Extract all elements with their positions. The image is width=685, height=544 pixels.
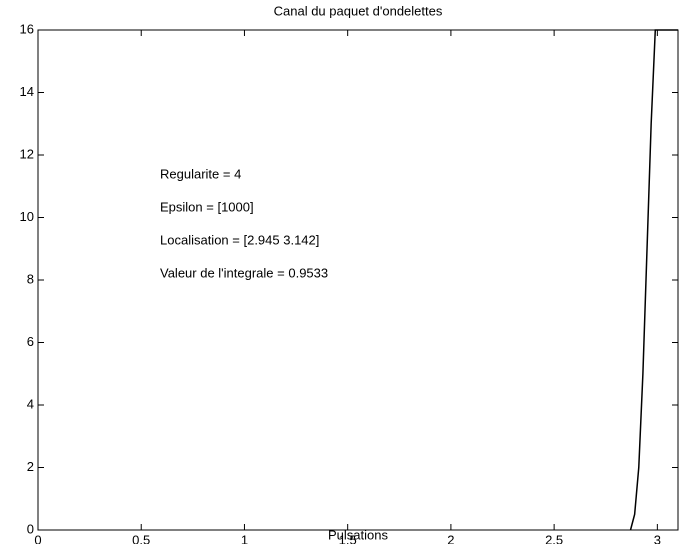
annotation: Valeur de l'integrale = 0.9533	[160, 265, 328, 280]
x-tick-label: 0	[34, 532, 41, 544]
y-tick-label: 14	[20, 84, 34, 99]
y-tick-label: 0	[27, 521, 34, 536]
annotation: Epsilon = [1000]	[160, 199, 254, 214]
y-tick-label: 6	[27, 334, 34, 349]
line-series	[629, 29, 678, 531]
chart-title: Canal du paquet d'ondelettes	[274, 3, 443, 18]
x-tick-label: 2	[447, 532, 454, 544]
annotation: Localisation = [2.945 3.142]	[160, 232, 319, 247]
y-tick-label: 4	[27, 396, 34, 411]
x-axis-label: Pulsations	[328, 527, 388, 542]
y-tick-label: 12	[20, 146, 34, 161]
x-tick-label: 1	[241, 532, 248, 544]
y-tick-label: 10	[20, 209, 34, 224]
x-tick-label: 0.5	[132, 532, 150, 544]
plot-frame	[37, 29, 679, 531]
y-tick-label: 2	[27, 459, 34, 474]
y-tick-label: 8	[27, 271, 34, 286]
annotation: Regularite = 4	[160, 166, 241, 181]
x-tick-label: 2.5	[545, 532, 563, 544]
y-tick-label: 16	[20, 21, 34, 36]
x-tick-label: 3	[654, 532, 661, 544]
x-tick-label: 1.5	[339, 532, 357, 544]
